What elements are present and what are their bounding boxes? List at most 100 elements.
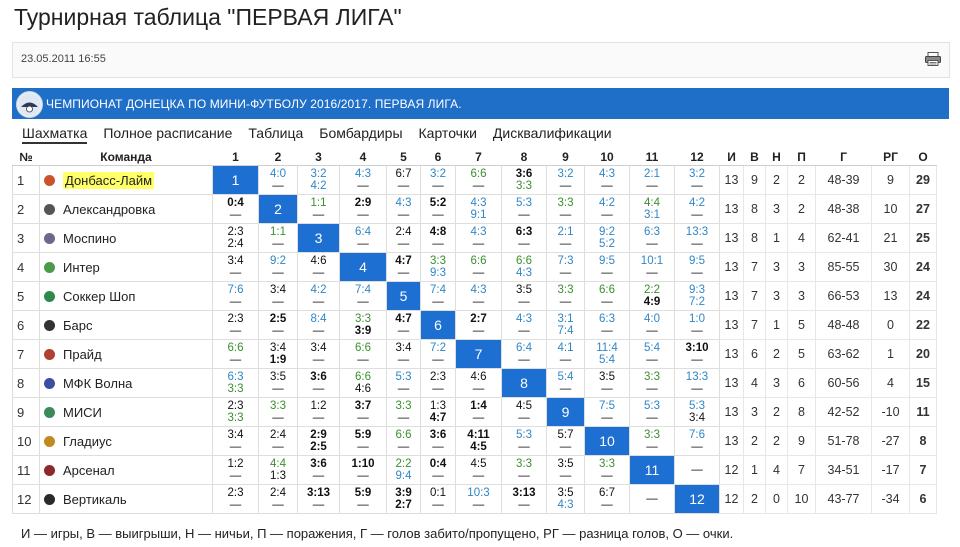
match-cell[interactable]: 5:9—: [339, 426, 387, 456]
match-cell[interactable]: 2:1—: [546, 223, 585, 253]
team-name[interactable]: Вертикаль: [63, 491, 127, 507]
match-cell[interactable]: 3:4—: [386, 339, 421, 369]
match-cell[interactable]: 2:5—: [258, 310, 298, 340]
match-cell[interactable]: 6:6—: [339, 339, 387, 369]
match-cell[interactable]: 5:3—: [501, 426, 547, 456]
team-cell[interactable]: Моспино: [39, 223, 213, 253]
match-cell[interactable]: 4:3—: [501, 310, 547, 340]
match-cell[interactable]: 2:2 9:4: [386, 455, 421, 485]
match-cell[interactable]: 2:3—: [212, 484, 259, 514]
match-cell[interactable]: 2:1—: [629, 165, 675, 195]
match-cell[interactable]: 2:4—: [258, 426, 298, 456]
match-cell[interactable]: 0:4—: [420, 455, 456, 485]
match-cell[interactable]: 6:3—: [584, 310, 630, 340]
match-cell[interactable]: 1:1—: [297, 194, 340, 224]
match-cell[interactable]: 2:3—: [420, 368, 456, 398]
match-cell[interactable]: 2:9—: [339, 194, 387, 224]
match-cell[interactable]: 9:2 5:2: [584, 223, 630, 253]
team-cell[interactable]: Донбасс-Лайм: [39, 165, 213, 195]
match-cell[interactable]: 3:5—: [584, 368, 630, 398]
match-cell[interactable]: 1:10—: [339, 455, 387, 485]
match-cell[interactable]: 6:4—: [339, 223, 387, 253]
match-cell[interactable]: —: [629, 484, 675, 514]
match-cell[interactable]: 6:7—: [584, 484, 630, 514]
tab-chessboard[interactable]: Шахматка: [22, 125, 88, 144]
match-cell[interactable]: 2:9 2:5: [297, 426, 340, 456]
match-cell[interactable]: 9:5—: [584, 252, 630, 282]
match-cell[interactable]: 3:3—: [584, 455, 630, 485]
match-cell[interactable]: 3:6 3:3: [501, 165, 547, 195]
match-cell[interactable]: 3:3—: [629, 426, 675, 456]
tab-cards[interactable]: Карточки: [418, 125, 477, 141]
match-cell[interactable]: 1:2—: [297, 397, 340, 427]
match-cell[interactable]: 4:3—: [584, 165, 630, 195]
match-cell[interactable]: 3:3 3:9: [339, 310, 387, 340]
match-cell[interactable]: 4:3—: [455, 281, 502, 311]
match-cell[interactable]: 3:4—: [297, 339, 340, 369]
match-cell[interactable]: 9:3 7:2: [674, 281, 720, 311]
match-cell[interactable]: 4:0—: [258, 165, 298, 195]
match-cell[interactable]: —: [674, 455, 720, 485]
match-cell[interactable]: 4:1—: [546, 339, 585, 369]
match-cell[interactable]: 4:3—: [339, 165, 387, 195]
match-cell[interactable]: 4:3 9:1: [455, 194, 502, 224]
match-cell[interactable]: 7:5—: [584, 397, 630, 427]
match-cell[interactable]: 3:4—: [212, 252, 259, 282]
match-cell[interactable]: 10:3—: [455, 484, 502, 514]
match-cell[interactable]: 3:4—: [212, 426, 259, 456]
match-cell[interactable]: 1:0—: [674, 310, 720, 340]
match-cell[interactable]: 13:3—: [674, 223, 720, 253]
match-cell[interactable]: 2:4—: [386, 223, 421, 253]
match-cell[interactable]: 3:3—: [546, 281, 585, 311]
match-cell[interactable]: 2:2 4:9: [629, 281, 675, 311]
match-cell[interactable]: 6:3—: [629, 223, 675, 253]
match-cell[interactable]: 3:1 7:4: [546, 310, 585, 340]
match-cell[interactable]: 2:4—: [258, 484, 298, 514]
tab-table[interactable]: Таблица: [248, 125, 304, 141]
team-name[interactable]: МИСИ: [63, 404, 102, 420]
match-cell[interactable]: 4:2—: [584, 194, 630, 224]
match-cell[interactable]: 4:5—: [455, 455, 502, 485]
team-name[interactable]: Арсенал: [63, 462, 115, 478]
match-cell[interactable]: 7:2—: [420, 339, 456, 369]
match-cell[interactable]: 7:6—: [674, 426, 720, 456]
match-cell[interactable]: 2:3 2:4: [212, 223, 259, 253]
team-cell[interactable]: Интер: [39, 252, 213, 282]
team-cell[interactable]: МИСИ: [39, 397, 213, 427]
match-cell[interactable]: 3:2 4:2: [297, 165, 340, 195]
match-cell[interactable]: 1:4—: [455, 397, 502, 427]
print-icon[interactable]: [925, 52, 941, 66]
match-cell[interactable]: 3:3—: [546, 194, 585, 224]
match-cell[interactable]: 4:5—: [501, 397, 547, 427]
match-cell[interactable]: 4:6—: [455, 368, 502, 398]
match-cell[interactable]: 3:3—: [386, 397, 421, 427]
team-cell[interactable]: Вертикаль: [39, 484, 213, 514]
match-cell[interactable]: 3:13—: [501, 484, 547, 514]
match-cell[interactable]: 3:3—: [501, 455, 547, 485]
team-name[interactable]: Донбасс-Лайм: [63, 171, 155, 189]
match-cell[interactable]: 4:0—: [629, 310, 675, 340]
match-cell[interactable]: 3:5—: [258, 368, 298, 398]
match-cell[interactable]: 5:9—: [339, 484, 387, 514]
match-cell[interactable]: 9:5—: [674, 252, 720, 282]
match-cell[interactable]: 6:3 3:3: [212, 368, 259, 398]
team-cell[interactable]: Прайд: [39, 339, 213, 369]
match-cell[interactable]: 7:3—: [546, 252, 585, 282]
match-cell[interactable]: 5:3—: [629, 397, 675, 427]
match-cell[interactable]: 7:4—: [339, 281, 387, 311]
match-cell[interactable]: 3:5—: [501, 281, 547, 311]
match-cell[interactable]: 4:3—: [455, 223, 502, 253]
match-cell[interactable]: 3:4 1:9: [258, 339, 298, 369]
match-cell[interactable]: 4:7—: [386, 252, 421, 282]
team-name[interactable]: Прайд: [63, 346, 102, 362]
match-cell[interactable]: 6:4—: [501, 339, 547, 369]
match-cell[interactable]: 6:6—: [212, 339, 259, 369]
match-cell[interactable]: 13:3—: [674, 368, 720, 398]
match-cell[interactable]: 3:5 4:3: [546, 484, 585, 514]
team-cell[interactable]: Арсенал: [39, 455, 213, 485]
team-name[interactable]: МФК Волна: [63, 375, 133, 391]
match-cell[interactable]: 3:3—: [258, 397, 298, 427]
match-cell[interactable]: 1:1—: [258, 223, 298, 253]
match-cell[interactable]: 3:3—: [629, 368, 675, 398]
match-cell[interactable]: 3:2—: [546, 165, 585, 195]
